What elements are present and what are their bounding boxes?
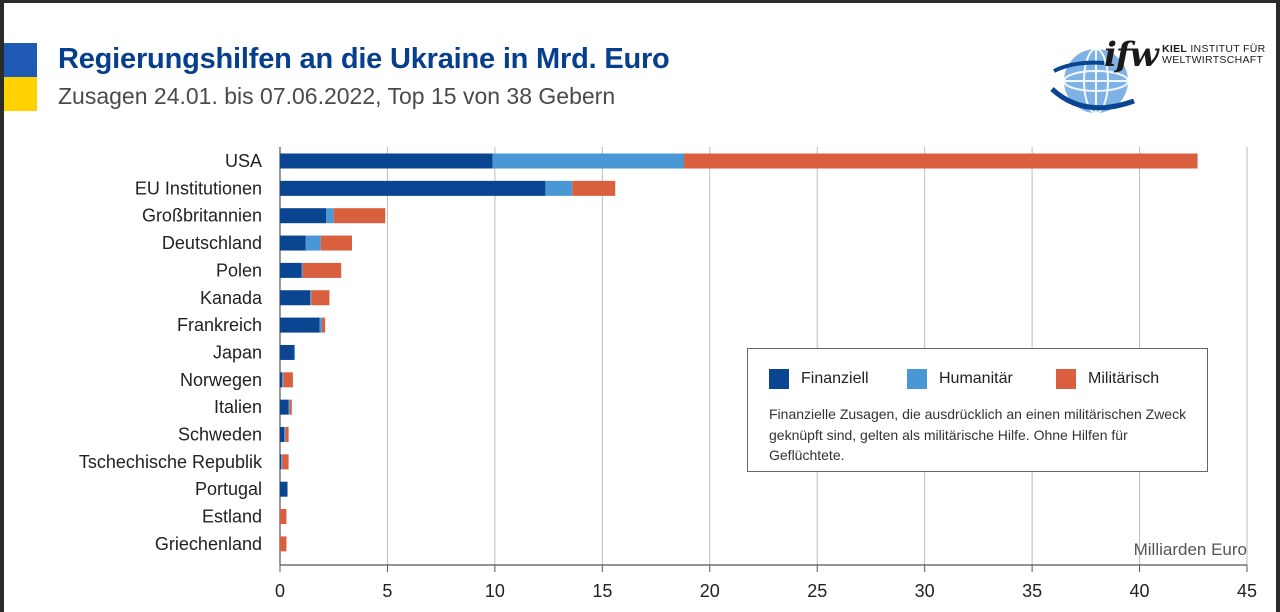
legend-swatch-humanitaer xyxy=(907,369,927,389)
bar-segment-humanitaer xyxy=(281,454,283,470)
x-tick-label: 40 xyxy=(1130,581,1150,601)
bar-segment-militaerisch xyxy=(302,262,342,278)
ifw-kiel-logo: ifw KIEL INSTITUT FÜR WELTWIRTSCHAFT xyxy=(1044,31,1276,121)
category-label: Großbritannien xyxy=(142,206,262,226)
bar-segment-humanitaer xyxy=(310,290,312,306)
bar-segment-humanitaer xyxy=(288,399,290,415)
chart-subtitle: Zusagen 24.01. bis 07.06.2022, Top 15 vo… xyxy=(58,83,616,109)
bar-segment-militaerisch xyxy=(311,290,330,306)
x-tick-label: 5 xyxy=(382,581,392,601)
bar-segment-finanziell xyxy=(280,317,320,333)
bar-segment-militaerisch xyxy=(280,536,287,552)
bar-segment-militaerisch xyxy=(321,317,326,333)
category-label: Polen xyxy=(216,260,262,280)
legend-item-militaerisch: Militärisch xyxy=(1056,369,1159,389)
globe-icon xyxy=(1050,48,1135,114)
bar-segment-finanziell xyxy=(280,153,493,169)
bar-segment-militaerisch xyxy=(320,235,352,251)
category-label: USA xyxy=(225,151,262,171)
category-label: Tschechische Republik xyxy=(79,452,263,472)
legend-box: Finanziell Humanitär Militärisch Finanzi… xyxy=(747,348,1208,472)
bar-segment-humanitaer xyxy=(282,372,284,388)
category-label: Norwegen xyxy=(180,370,262,390)
bar-segment-finanziell xyxy=(280,399,289,415)
category-label: Deutschland xyxy=(162,233,262,253)
x-tick-label: 30 xyxy=(915,581,935,601)
bar-segment-humanitaer xyxy=(492,153,684,169)
ukraine-flag-yellow-stripe xyxy=(4,77,37,111)
bar-segment-militaerisch xyxy=(572,180,616,196)
chart-title: Regierungshilfen an die Ukraine in Mrd. … xyxy=(58,43,670,75)
bar-segment-finanziell xyxy=(280,208,327,224)
bar-segment-humanitaer xyxy=(319,317,322,333)
bar-segment-humanitaer xyxy=(293,344,296,360)
bar-segment-finanziell xyxy=(280,481,288,497)
legend-swatch-finanziell xyxy=(769,369,789,389)
bar-segment-humanitaer xyxy=(545,180,573,196)
x-tick-label: 25 xyxy=(807,581,827,601)
bar-segment-militaerisch xyxy=(280,509,287,525)
x-tick-label: 0 xyxy=(275,581,285,601)
legend-label-finanziell: Finanziell xyxy=(801,370,869,387)
category-label: Italien xyxy=(214,397,262,417)
legend-note: Finanzielle Zusagen, die ausdrücklich an… xyxy=(769,406,1187,463)
legend-item-finanziell: Finanziell xyxy=(769,369,869,389)
bar-segment-finanziell xyxy=(280,262,302,278)
bar-segment-militaerisch xyxy=(285,427,289,442)
category-label: EU Institutionen xyxy=(135,178,262,198)
category-label: Portugal xyxy=(195,479,262,499)
bar-segment-finanziell xyxy=(280,290,311,306)
bar-segment-militaerisch xyxy=(683,153,1198,169)
x-tick-label: 10 xyxy=(485,581,505,601)
bar-segment-militaerisch xyxy=(289,399,292,415)
bar-chart: 0 5 10 15 20 25 30 35 40 45 USA EU Institutionen Gro… xyxy=(79,147,1257,601)
chart-card: Regierungshilfen an die Ukraine in Mrd. … xyxy=(4,3,1276,612)
category-label: Schweden xyxy=(178,425,262,445)
bar-segment-finanziell xyxy=(280,235,306,251)
bar-segment-finanziell xyxy=(280,344,294,360)
bar-segment-humanitaer xyxy=(284,427,286,442)
x-tick-label: 20 xyxy=(700,581,720,601)
legend-swatch-militaerisch xyxy=(1056,369,1076,389)
bar-segment-finanziell xyxy=(280,427,285,442)
logo-organization-name: KIEL INSTITUT FÜR WELTWIRTSCHAFT xyxy=(1162,43,1266,66)
legend-label-militaerisch: Militärisch xyxy=(1088,370,1160,387)
bar-segment-finanziell xyxy=(280,372,283,388)
bar-segment-militaerisch xyxy=(283,372,293,388)
bar-segment-finanziell xyxy=(280,454,282,470)
bar-segment-militaerisch xyxy=(282,454,289,470)
bar-segment-humanitaer xyxy=(326,208,334,224)
category-label: Frankreich xyxy=(177,315,262,335)
category-label: Kanada xyxy=(200,288,263,308)
x-tick-label: 45 xyxy=(1237,581,1257,601)
ukraine-flag-blue-stripe xyxy=(4,43,37,77)
bar-segment-humanitaer xyxy=(301,262,303,278)
category-label: Estland xyxy=(202,507,262,527)
legend-label-humanitaer: Humanitär xyxy=(939,370,1013,387)
bar-segment-humanitaer xyxy=(305,235,321,251)
legend-item-humanitaer: Humanitär xyxy=(907,369,1013,389)
x-axis-unit-label: Milliarden Euro xyxy=(1134,540,1247,559)
logo-wordmark: ifw xyxy=(1104,35,1159,75)
bar-segment-finanziell xyxy=(280,180,546,196)
category-label: Griechenland xyxy=(155,534,262,554)
category-label: Japan xyxy=(213,342,262,362)
bar-segment-militaerisch xyxy=(333,208,386,224)
x-tick-label: 15 xyxy=(592,581,612,601)
x-tick-label: 35 xyxy=(1022,581,1042,601)
